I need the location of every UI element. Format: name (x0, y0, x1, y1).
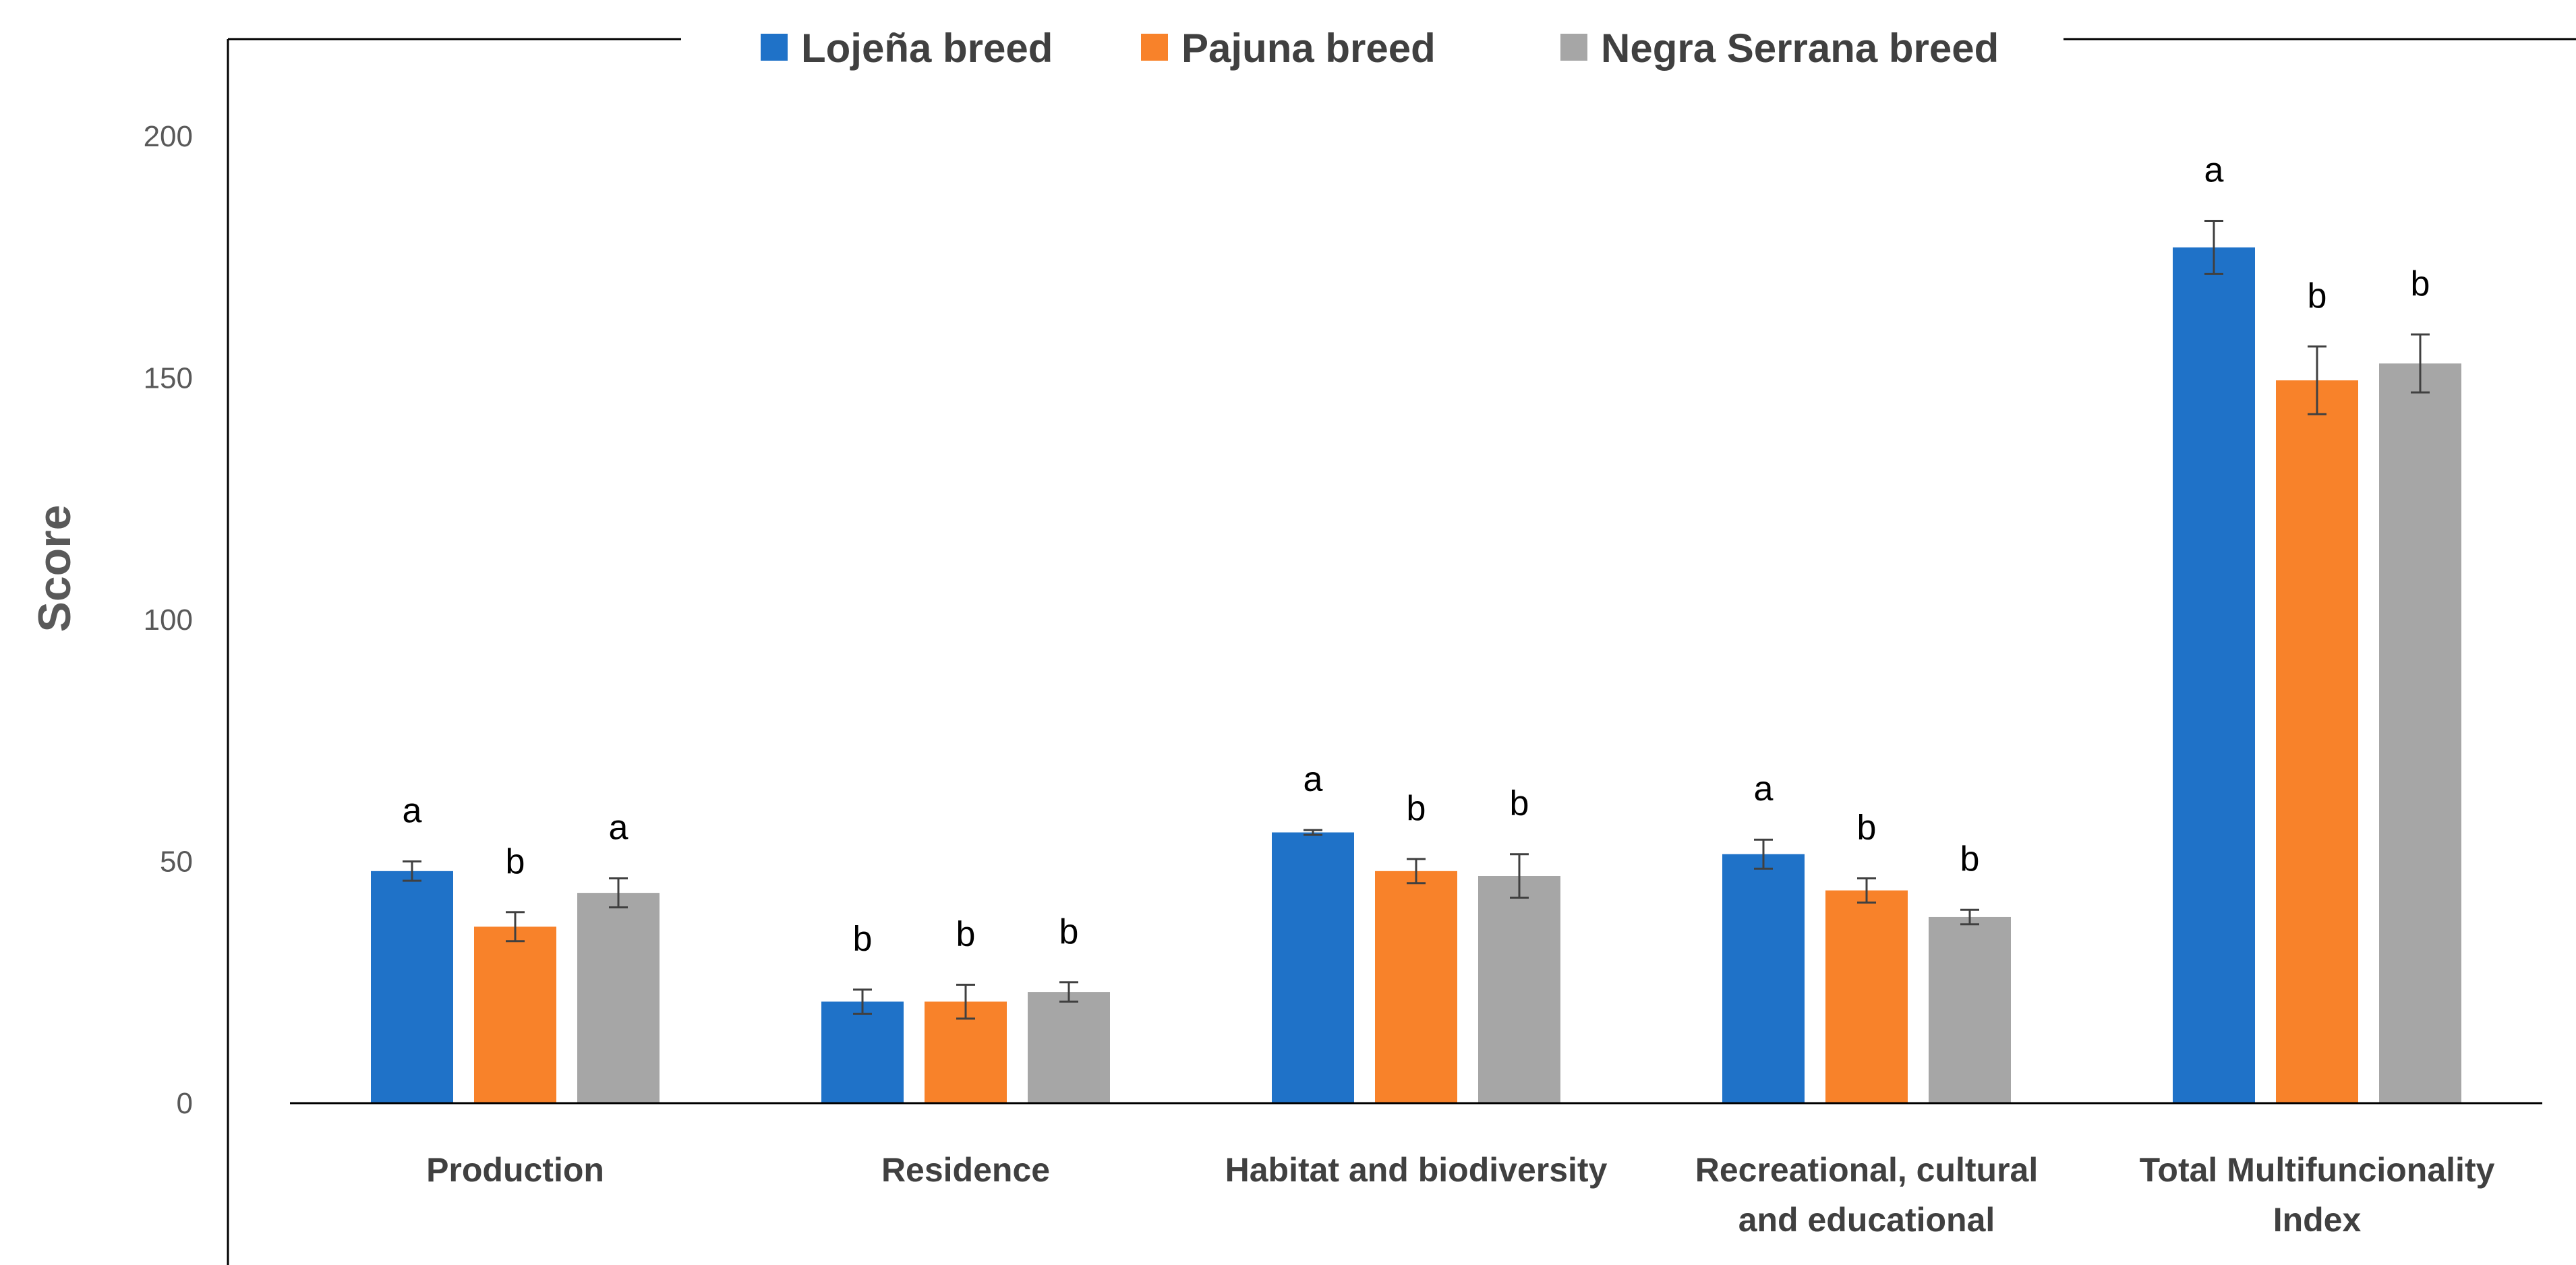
error-bar (1960, 908, 1979, 926)
error-bar (2204, 219, 2223, 275)
legend-entry: Negra Serrana breed (1560, 26, 1999, 71)
legend-label: Lojeña breed (801, 26, 1053, 71)
legend-entry: Lojeña breed (761, 26, 1053, 71)
bar (1375, 871, 1457, 1103)
significance-label: b (2308, 276, 2327, 316)
category-label-line: and educational (1738, 1201, 1995, 1239)
category-label-line: Habitat and biodiversity (1225, 1151, 1608, 1189)
bars (371, 247, 2461, 1104)
significance-labels: a b a a a b b b b b a b b b b (403, 150, 2430, 958)
legend-label: Pajuna breed (1181, 26, 1436, 71)
bar (1272, 832, 1354, 1103)
bar (821, 1001, 904, 1103)
category-label: Recreational, cultural and educational (1695, 1151, 2039, 1239)
bar (371, 871, 453, 1103)
bar (1825, 890, 1908, 1103)
category-label-line: Recreational, cultural (1695, 1151, 2039, 1189)
error-bar (506, 911, 525, 943)
legend-swatch (761, 34, 788, 61)
error-bar (1510, 853, 1529, 899)
legend: Lojeña breed Pajuna breed Negra Serrana br… (761, 26, 1999, 71)
category-label: Production (426, 1151, 604, 1189)
legend-swatch (1560, 34, 1587, 61)
significance-label: a (1304, 760, 1323, 799)
category-label-line: Residence (881, 1151, 1050, 1189)
category-label: Residence (881, 1151, 1050, 1189)
significance-label: b (1059, 912, 1079, 951)
error-bar (1059, 981, 1078, 1003)
significance-label: a (403, 792, 422, 831)
error-bar (1304, 829, 1322, 836)
significance-label: a (2204, 150, 2224, 189)
significance-label: b (1407, 789, 1426, 828)
y-axis-title: Score (29, 505, 80, 632)
y-tick-label: 100 (144, 604, 193, 637)
bar (1929, 916, 2011, 1103)
error-bar (403, 860, 421, 882)
significance-label: b (1960, 840, 1980, 879)
legend-label: Negra Serrana breed (1601, 26, 1999, 71)
y-tick-label: 200 (144, 120, 193, 153)
error-bars (403, 219, 2430, 1020)
significance-label: b (1857, 808, 1877, 848)
category-label: Habitat and biodiversity (1225, 1151, 1608, 1189)
bar (1478, 876, 1560, 1103)
bar (1722, 854, 1805, 1103)
error-bar (853, 989, 872, 1015)
error-bar (1857, 877, 1876, 904)
category-label: Total Multifuncionality Index (2140, 1151, 2495, 1239)
y-tick-label: 0 (177, 1087, 193, 1120)
error-bar (1407, 858, 1426, 885)
significance-label: a (1754, 769, 1774, 808)
bar (577, 893, 660, 1103)
significance-label: b (853, 920, 873, 959)
y-tick-label: 50 (160, 846, 193, 879)
significance-label: b (2411, 264, 2430, 303)
significance-label: b (506, 842, 525, 881)
bar (1028, 992, 1110, 1103)
category-label-line: Total Multifuncionality (2140, 1151, 2495, 1189)
bar (474, 926, 556, 1103)
significance-label: b (956, 914, 976, 953)
significance-label: b (1510, 784, 1529, 823)
y-tick-label: 150 (144, 362, 193, 395)
bar (2379, 363, 2461, 1103)
significance-label: a (609, 808, 628, 848)
category-labels: Production Residence Habitat and biodivers… (426, 1151, 2495, 1239)
legend-entry: Pajuna breed (1141, 26, 1436, 71)
category-label-line: Index (2273, 1201, 2362, 1239)
legend-swatch (1141, 34, 1168, 61)
error-bar (956, 983, 975, 1020)
category-label-line: Production (426, 1151, 604, 1189)
y-tick-labels: 0 50 100 150 200 (144, 120, 193, 1120)
error-bar (1754, 838, 1773, 870)
bar (2276, 380, 2358, 1104)
error-bar (2411, 333, 2430, 394)
error-bar (609, 877, 628, 909)
error-bar (2308, 345, 2326, 415)
bar (2173, 247, 2255, 1103)
